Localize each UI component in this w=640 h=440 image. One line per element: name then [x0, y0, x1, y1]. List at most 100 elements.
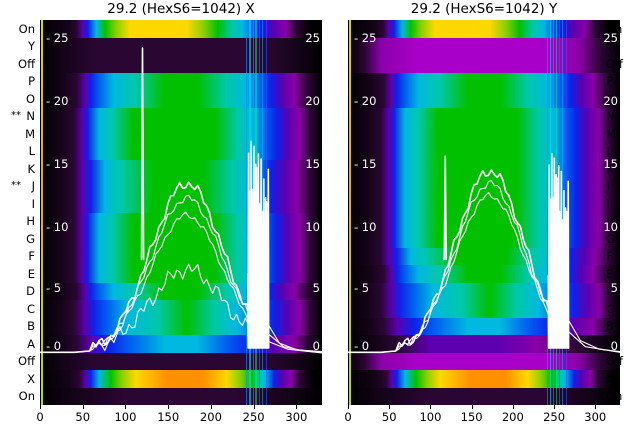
category-text: D: [26, 284, 35, 299]
inner-ytick-left-5: - 5: [46, 280, 62, 295]
category-text: Off: [606, 56, 623, 71]
panel-title-y: 29.2 (HexS6=1042) Y: [410, 1, 558, 17]
inner-ytick-left-20: - 20: [354, 93, 377, 108]
category-label-n-5: ** N: [11, 110, 35, 122]
heatmap-image-y: [348, 20, 620, 405]
xtick-label-50: 50: [75, 410, 91, 424]
heat-row-y-21: [348, 387, 620, 405]
category-text: B: [27, 319, 35, 334]
x-axis-right: 0 50 100 150 200 250 300: [344, 405, 620, 437]
x-axis-left: 0 50 100 150 200 250 300: [36, 405, 322, 437]
heat-row-x-8: [40, 160, 322, 179]
vertical-streak-0: [245, 20, 247, 405]
category-label-g-12: G: [26, 233, 35, 245]
inner-ytick-right-20: 20: [603, 93, 618, 108]
category-text: G: [606, 231, 615, 246]
heat-row-x-1: [40, 37, 322, 56]
heat-row-x-11: [40, 212, 322, 231]
heat-row-y-5: [348, 107, 620, 126]
xtick-mark-300: [296, 405, 298, 409]
inner-ytick-left-25: - 25: [46, 31, 69, 46]
inner-ytick-left-0: - 0: [354, 338, 370, 353]
heat-row-y-19: [348, 352, 620, 371]
category-text: E: [27, 266, 35, 281]
category-text: K: [27, 161, 35, 176]
category-text: Y: [27, 39, 35, 54]
category-label-p-3: P: [606, 75, 613, 87]
inner-ytick-right-10: 10: [603, 219, 618, 234]
category-label-i-10: I: [32, 198, 35, 210]
inner-ytick-right-25: 25: [603, 31, 618, 46]
heat-row-x-9: [40, 177, 322, 196]
category-label-m-6: M: [606, 128, 616, 140]
xtick-mark-50: [82, 405, 84, 409]
vertical-streak-3: [555, 20, 558, 405]
heatmap-panel-x[interactable]: - 0 0 - 5 5 - 10 10 - 15 15 - 20 20 - 25 25: [40, 20, 322, 405]
heat-row-x-10: [40, 195, 322, 214]
category-axis-left: On Y Off P O ** N M L K ** J I H G F E D C B A Off X On: [0, 20, 38, 405]
heat-row-y-0: [348, 20, 620, 39]
category-label-a-18: A: [27, 338, 35, 350]
category-label-f-13: F: [28, 250, 35, 262]
inner-ytick-right-10: 10: [305, 219, 320, 234]
category-text: Off: [18, 354, 35, 369]
category-text: C: [26, 301, 35, 316]
category-label-f-13: F: [606, 250, 613, 262]
category-text: O: [606, 91, 616, 106]
heat-row-y-6: [348, 125, 620, 144]
heatmap-panel-y[interactable]: - 0 0 - 5 5 - 10 10 - 15 15 - 20 20 - 25 25: [348, 20, 620, 405]
category-label-l-7: L: [29, 145, 35, 157]
category-text: D: [606, 284, 615, 299]
category-label-x-20: X: [606, 373, 614, 385]
category-text: Off: [606, 354, 623, 369]
category-text: K: [606, 161, 614, 176]
heat-row-x-18: [40, 335, 322, 354]
category-text: X: [27, 371, 35, 386]
category-label-off-19: Off: [18, 355, 35, 367]
category-label-y-1: Y: [28, 40, 35, 52]
xtick-label-300: 300: [584, 410, 607, 424]
category-label-on-0: On: [19, 23, 35, 35]
category-label-off-19: Off: [606, 355, 623, 367]
category-text: Off: [18, 56, 35, 71]
vertical-streak-6: [265, 20, 267, 405]
vertical-streak-0: [546, 20, 548, 405]
category-label-e-14: E: [606, 268, 613, 280]
axis-edge-stripe: [41, 20, 43, 405]
axis-edge-stripe: [349, 20, 351, 405]
inner-ytick-left-10: - 10: [46, 219, 69, 234]
inner-ytick-right-0: 0: [610, 338, 618, 353]
xtick-mark-300: [595, 405, 597, 409]
category-text: P: [606, 74, 613, 89]
category-text: C: [606, 301, 615, 316]
category-label-h-11: H: [606, 215, 615, 227]
xtick-mark-150: [471, 405, 473, 409]
xtick-label-200: 200: [199, 410, 222, 424]
category-label-p-3: P: [28, 75, 35, 87]
heat-row-y-3: [348, 72, 620, 91]
category-label-e-14: E: [28, 268, 35, 280]
inner-ytick-left-25: - 25: [354, 31, 377, 46]
category-label-n-5: N: [606, 110, 615, 122]
category-text: H: [26, 214, 35, 229]
heat-row-x-5: [40, 107, 322, 126]
heatmap-image-x: [40, 20, 322, 405]
vertical-streak-5: [262, 20, 264, 405]
heat-row-x-7: [40, 142, 322, 161]
heat-row-x-17: [40, 317, 322, 336]
heat-row-y-10: [348, 195, 620, 214]
category-label-l-7: L: [606, 145, 612, 157]
category-label-on-21: On: [19, 390, 35, 402]
heat-row-y-9: [348, 177, 620, 196]
category-label-c-16: C: [606, 303, 614, 315]
xtick-label-150: 150: [460, 410, 483, 424]
category-label-m-6: M: [25, 128, 35, 140]
star-marker-j: **: [11, 180, 21, 192]
inner-ytick-right-15: 15: [603, 156, 618, 171]
category-text: X: [606, 371, 614, 386]
category-label-k-8: K: [27, 163, 35, 175]
xtick-mark-0: [40, 405, 41, 409]
heat-row-y-1: [348, 37, 620, 56]
heat-row-y-7: [348, 142, 620, 161]
